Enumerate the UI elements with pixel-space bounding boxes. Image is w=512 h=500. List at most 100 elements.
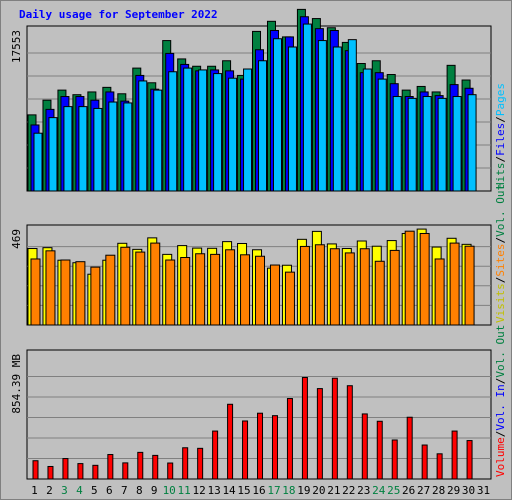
visits-bar-sites [135, 251, 146, 326]
hits-bar-pages [317, 40, 327, 192]
x-tick-label: 7 [121, 484, 128, 497]
volume-bar-volume [227, 403, 234, 480]
volume-bar-volume [286, 398, 293, 480]
hits-bar-pages [198, 69, 208, 192]
x-tick-label: 9 [151, 484, 158, 497]
x-tick-label: 16 [252, 484, 265, 497]
x-tick-label: 15 [237, 484, 250, 497]
visits-bar-sites [225, 249, 236, 326]
volume-bar-volume [436, 453, 443, 480]
visits-legend-entry: / [494, 277, 507, 284]
hits-bar-pages [153, 89, 163, 192]
x-tick-label: 11 [178, 484, 191, 497]
x-tick-label: 28 [432, 484, 445, 497]
volume-bar-volume [77, 463, 84, 480]
x-tick-label: 8 [136, 484, 143, 497]
visits-bar-sites [374, 260, 385, 326]
volume-bar-volume [167, 462, 174, 480]
hits-bar-pages [407, 97, 417, 192]
visits-bar-sites [284, 271, 295, 326]
hits-legend-entry: Hits [494, 163, 507, 190]
hits-bar-pages [123, 102, 133, 192]
hits-bar-pages [33, 132, 43, 192]
hits-bar-pages [332, 46, 342, 192]
visits-bar-sites [210, 253, 221, 326]
volume-bar-volume [47, 465, 54, 480]
visits-bar-sites [434, 258, 445, 326]
hits-ymax-label: 17553 [10, 30, 23, 63]
visits-bar-sites [75, 261, 86, 326]
visits-bar-sites [165, 259, 176, 326]
volume-bar-volume [346, 385, 353, 480]
x-tick-label: 4 [76, 484, 83, 497]
hits-bar-pages [452, 96, 462, 192]
x-tick-label: 18 [282, 484, 295, 497]
volume-bar-volume [107, 454, 114, 480]
volume-bar-volume [271, 415, 278, 480]
hits-bar-pages [287, 46, 297, 192]
x-tick-label: 26 [402, 484, 415, 497]
volume-bar-volume [301, 377, 308, 480]
volume-bar-volume [361, 413, 368, 480]
hits-bar-pages [377, 78, 387, 192]
visits-bar-sites [269, 264, 280, 326]
hits-bar-pages [78, 106, 88, 192]
volume-bar-volume [152, 454, 159, 480]
visits-bar-sites [195, 253, 206, 326]
volume-bar-volume [32, 460, 39, 480]
volume-bar-volume [316, 388, 323, 480]
chart-title: Daily usage for September 2022 [19, 8, 218, 21]
visits-legend-entry: Visits [494, 283, 507, 323]
hits-bar-pages [422, 96, 432, 192]
volume-bar-volume [197, 447, 204, 480]
hits-bar-pages [243, 68, 253, 192]
x-tick-label: 27 [417, 484, 430, 497]
x-tick-label: 29 [447, 484, 460, 497]
visits-bar-sites [404, 230, 415, 326]
hits-bar-pages [213, 73, 223, 192]
x-tick-label: 2 [46, 484, 53, 497]
x-tick-label: 14 [222, 484, 236, 497]
hits-bar-pages [63, 106, 73, 192]
volume-bar-volume [331, 377, 338, 480]
hits-bar-pages [272, 38, 282, 192]
visits-legend-entry: Sites [494, 244, 507, 277]
visits-bar-sites [314, 244, 325, 326]
volume-bar-volume [122, 462, 129, 480]
x-tick-label: 22 [342, 484, 355, 497]
hits-bar-pages [467, 94, 477, 192]
hits-legend-entry: / [494, 156, 507, 163]
hits-bar-pages [437, 97, 447, 192]
volume-bar-volume [137, 451, 144, 480]
volume-legend-entry: / [494, 431, 507, 438]
x-tick-label: 30 [462, 484, 475, 497]
x-tick-label: 19 [297, 484, 310, 497]
visits-bar-sites [449, 242, 460, 326]
volume-legend-entry: Vol. Out [494, 325, 507, 378]
visits-bar-sites [419, 232, 430, 326]
visits-bar-sites [90, 266, 101, 326]
hits-bar-pages [302, 23, 312, 192]
x-tick-label: 24 [372, 484, 386, 497]
volume-bar-volume [376, 420, 383, 480]
hits-legend-entry: Pages [494, 83, 507, 116]
hits-bar-pages [347, 39, 357, 192]
x-tick-label: 17 [267, 484, 280, 497]
volume-bar-volume [391, 439, 398, 480]
volume-bar-volume [466, 440, 473, 480]
hits-bar-pages [183, 67, 193, 192]
volume-legend-entry: Vol. In [494, 384, 507, 430]
visits-bar-sites [150, 242, 161, 326]
visits-legend-entry: Vol. Out [494, 184, 507, 237]
visits-bar-sites [464, 245, 475, 326]
volume-bar-volume [242, 420, 249, 480]
visits-bar-sites [255, 255, 266, 326]
volume-bar-volume [212, 430, 219, 480]
visits-bar-sites [180, 257, 191, 326]
volume-bar-volume [451, 430, 458, 480]
x-tick-label: 23 [357, 484, 370, 497]
x-tick-label: 25 [387, 484, 400, 497]
hits-bar-pages [228, 77, 238, 192]
